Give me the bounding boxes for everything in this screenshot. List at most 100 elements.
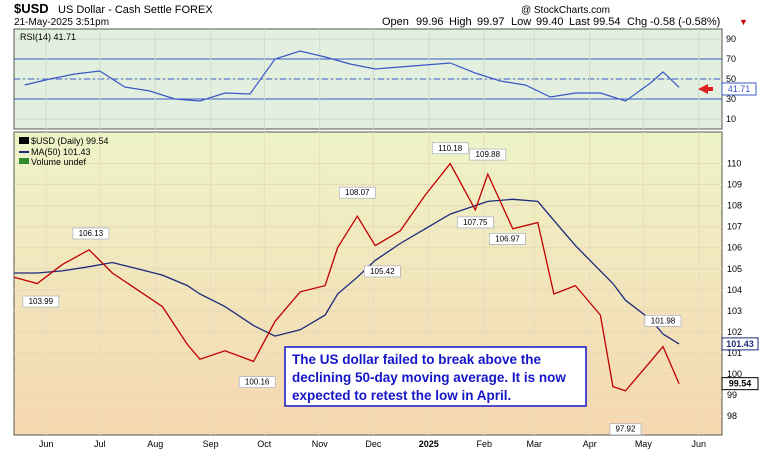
price-side-label: 101.43 bbox=[726, 339, 754, 349]
rsi-title: RSI(14) 41.71 bbox=[20, 32, 76, 42]
rsi-tick-label: 50 bbox=[726, 74, 736, 84]
brand: @ StockCharts.com bbox=[521, 5, 610, 16]
price-callouts: 103.99 106.13 100.16 108.07 105.42 110.18 107.… bbox=[22, 142, 682, 436]
price-tick-label: 109 bbox=[727, 180, 742, 190]
high-value: 99.97 bbox=[477, 16, 505, 28]
price-legend-volume: Volume undef bbox=[31, 157, 87, 167]
price-callout-label: 106.13 bbox=[79, 229, 104, 238]
price-callout-box bbox=[644, 315, 682, 327]
chg-down-arrow-icon: ▼ bbox=[739, 17, 748, 27]
price-tick-label: 108 bbox=[727, 201, 742, 211]
open-value: 99.96 bbox=[416, 16, 444, 28]
price-tick-label: 106 bbox=[727, 243, 742, 253]
annotation-line-2: declining 50-day moving average. It is n… bbox=[292, 370, 566, 385]
price-tick-label: 102 bbox=[727, 327, 742, 337]
price-callout-box bbox=[238, 376, 276, 388]
price-side-box bbox=[721, 377, 759, 391]
rsi-series bbox=[24, 50, 680, 102]
rsi-tick-label: 70 bbox=[726, 54, 736, 64]
x-axis: Jun Jul Aug Sep Oct Nov Dec 2025 Feb Mar Apr May Jun bbox=[39, 439, 706, 449]
price-tick-label: 99 bbox=[727, 390, 737, 400]
x-tick-label: Mar bbox=[527, 439, 543, 449]
price-callout-label: 108.07 bbox=[345, 188, 370, 197]
price-legend: $USD (Daily) 99.54 MA(50) 101.43 Volume … bbox=[19, 136, 109, 167]
last-value: 99.54 bbox=[593, 16, 621, 28]
low-label: Low bbox=[511, 16, 531, 28]
price-callout-box bbox=[456, 216, 494, 229]
x-tick-label: Aug bbox=[147, 439, 163, 449]
price-callout-box bbox=[72, 227, 110, 240]
price-panel: 98 99 100 101 102 103 104 105 106 107 108 109 110 Ju… bbox=[13, 131, 759, 449]
price-tick-label: 105 bbox=[727, 264, 742, 274]
price-callout-label: 107.75 bbox=[463, 218, 488, 227]
price-tick-label: 103 bbox=[727, 306, 742, 316]
annotation-frame bbox=[284, 346, 587, 407]
symbol: $USD bbox=[14, 1, 49, 16]
chart-header: $USD US Dollar - Cash Settle FOREX 21-Ma… bbox=[14, 1, 748, 28]
volume-legend-swatch bbox=[19, 158, 29, 164]
price-callout-label: 101.98 bbox=[651, 316, 676, 325]
x-tick-label: Nov bbox=[312, 439, 329, 449]
x-tick-label: Feb bbox=[476, 439, 492, 449]
price-callout-box bbox=[364, 265, 401, 278]
price-callout-label: 106.97 bbox=[495, 234, 520, 243]
x-tick-label: Dec bbox=[365, 439, 382, 449]
open-label: Open bbox=[382, 16, 409, 28]
x-tick-label: May bbox=[635, 439, 653, 449]
x-tick-label: Jun bbox=[691, 439, 706, 449]
rsi-tick-label: 30 bbox=[726, 94, 736, 104]
price-side-labels: 101.43 99.54 bbox=[721, 337, 759, 391]
price-side-label: 99.54 bbox=[729, 379, 752, 389]
price-callout-label: 109.88 bbox=[476, 150, 501, 159]
annotation-line-3: expected to retest the low in April. bbox=[292, 388, 511, 403]
price-callout-box bbox=[431, 142, 469, 155]
annotation-box: The US dollar failed to break above the … bbox=[284, 346, 587, 407]
last-label: Last bbox=[569, 16, 590, 28]
price-callout-label: 103.99 bbox=[29, 297, 54, 306]
x-tick-label: Sep bbox=[203, 439, 219, 449]
price-callout-box bbox=[22, 295, 60, 308]
price-callout-label: 97.92 bbox=[615, 425, 636, 434]
chg-label: Chg bbox=[627, 16, 647, 28]
x-tick-label: Apr bbox=[583, 439, 597, 449]
price-tick-label: 100 bbox=[727, 369, 742, 379]
price-side-box bbox=[721, 337, 759, 351]
chg-value: -0.58 (-0.58%) bbox=[650, 16, 720, 28]
price-callout-label: 105.42 bbox=[370, 267, 395, 276]
price-callout-box bbox=[489, 233, 526, 245]
price-grid bbox=[14, 132, 722, 435]
low-value: 99.40 bbox=[536, 16, 564, 28]
rsi-tick-label: 10 bbox=[726, 114, 736, 124]
price-legend-ma: MA(50) 101.43 bbox=[31, 147, 91, 157]
instrument-name: US Dollar - Cash Settle FOREX bbox=[58, 4, 213, 16]
x-tick-label: Jun bbox=[39, 439, 54, 449]
rsi-pointer-arrow-icon bbox=[698, 84, 713, 94]
price-tick-label: 110 bbox=[727, 159, 741, 169]
rsi-grid bbox=[14, 29, 722, 129]
rsi-line bbox=[24, 50, 680, 102]
rsi-value-box bbox=[721, 82, 757, 96]
annotation-line-1: The US dollar failed to break above the bbox=[292, 352, 542, 367]
price-callout-label: 110.18 bbox=[438, 144, 462, 153]
price-callout-box bbox=[469, 148, 507, 161]
x-tick-label: 2025 bbox=[419, 439, 439, 449]
rsi-panel: 10 30 50 70 90 RSI(14) 41.71 41.71 bbox=[13, 28, 757, 130]
price-y-axis: 98 99 100 101 102 103 104 105 106 107 108 109 110 bbox=[727, 159, 742, 422]
price-callout-box bbox=[609, 423, 642, 436]
price-tick-label: 107 bbox=[727, 222, 742, 232]
high-label: High bbox=[449, 16, 472, 28]
price-tick-label: 101 bbox=[727, 348, 742, 358]
x-tick-label: Oct bbox=[257, 439, 272, 449]
price-tick-label: 104 bbox=[727, 285, 742, 295]
price-legend-swatch bbox=[19, 137, 29, 144]
timestamp: 21-May-2025 3:51pm bbox=[14, 17, 109, 28]
rsi-y-axis: 10 30 50 70 90 bbox=[726, 34, 736, 124]
rsi-value-label: 41.71 bbox=[728, 84, 751, 94]
rsi-tick-label: 90 bbox=[726, 34, 736, 44]
price-tick-label: 98 bbox=[727, 411, 737, 421]
price-legend-price: $USD (Daily) 99.54 bbox=[31, 136, 109, 146]
price-callout-label: 100.16 bbox=[245, 378, 270, 387]
price-line bbox=[13, 162, 680, 392]
